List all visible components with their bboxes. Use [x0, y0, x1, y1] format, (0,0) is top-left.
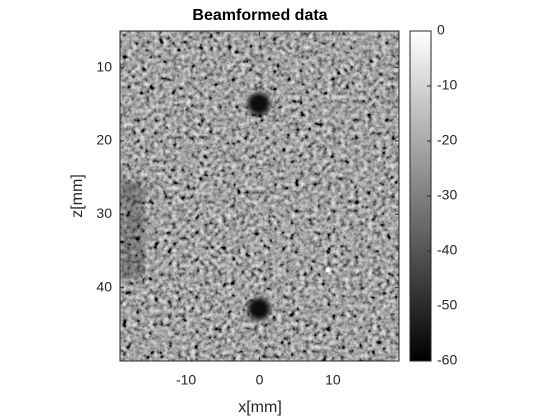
x-axis-label: x[mm]	[238, 399, 282, 416]
x-tick-label: 0	[256, 372, 264, 388]
y-axis-label: z[mm]	[69, 174, 86, 218]
shadow	[120, 180, 145, 280]
y-tick-label: 20	[96, 132, 112, 148]
colorbar-tick-label: -50	[437, 297, 457, 313]
y-tick-label: 40	[96, 278, 112, 294]
bright-point	[325, 267, 331, 273]
image	[120, 31, 399, 361]
colorbar-tick-label: 0	[437, 22, 445, 38]
x-tick-label: 10	[325, 372, 341, 388]
x-tick-label: -10	[176, 372, 196, 388]
colorbar-tick-label: -40	[437, 242, 457, 258]
colorbar-tick-label: -60	[437, 352, 457, 368]
cyst	[248, 298, 270, 320]
colorbar-tick-label: -10	[437, 77, 457, 93]
colorbar-tick-label: -30	[437, 187, 457, 203]
colorbar-tick-label: -20	[437, 132, 457, 148]
chart-title: Beamformed data	[192, 7, 327, 24]
y-tick-label: 30	[96, 205, 112, 221]
cyst	[248, 93, 270, 115]
y-tick-label: 10	[96, 58, 112, 74]
